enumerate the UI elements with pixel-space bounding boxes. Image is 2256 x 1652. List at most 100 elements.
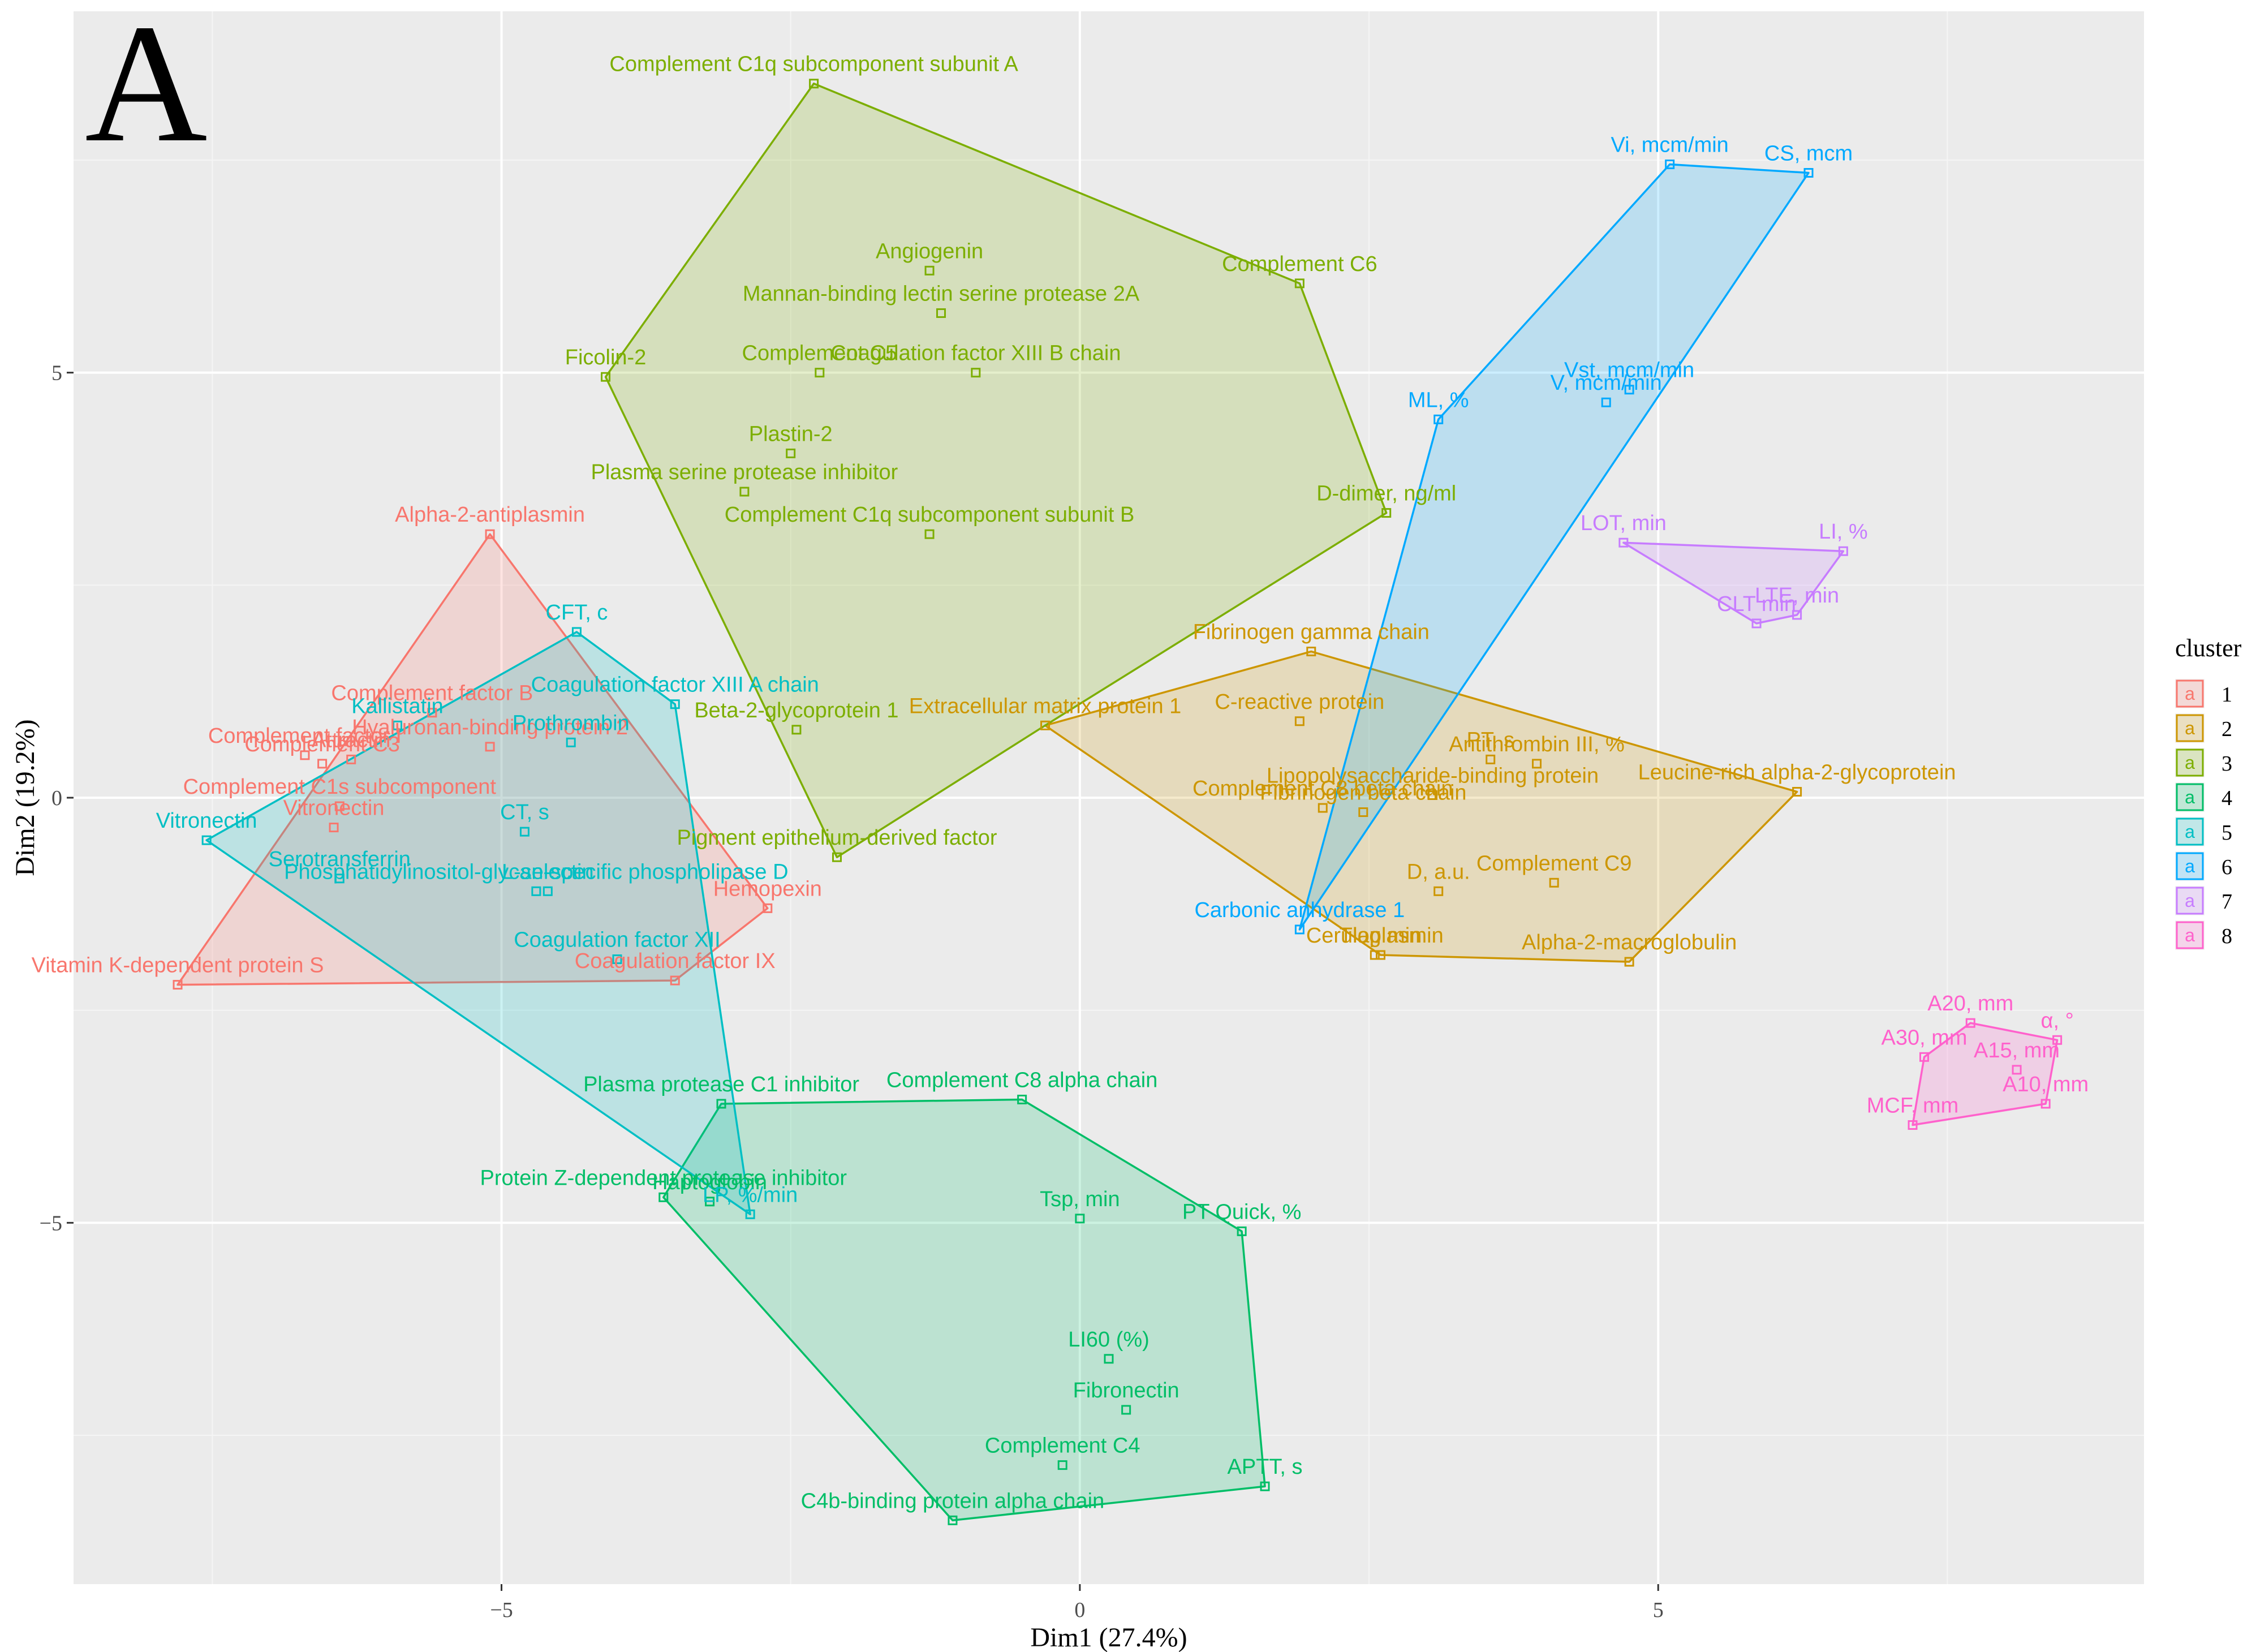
point-cluster-2-ceruloplasmin [1370,950,1380,960]
hull-cluster-6 [1298,163,1810,931]
legend-key-glyph: a [2185,890,2195,911]
label-cluster-1-coagulation-factor-ix: Coagulation factor IX [575,949,776,973]
label-cluster-4-fibronectin: Fibronectin [1073,1379,1179,1403]
legend-key-background [2175,782,2205,812]
legend-key-swatch [2176,818,2204,846]
legend-label: 7 [2221,890,2232,914]
label-cluster-8-a10-mm: A10, mm [2003,1073,2089,1096]
point-cluster-1-hemopexin [763,903,773,913]
label-cluster-2-leucine-rich-alpha-2-glycoprotein: Leucine-rich alpha-2-glycoprotein [1638,760,1956,784]
label-cluster-4-aptt-s: APTT, s [1228,1455,1303,1479]
point-cluster-8-mcf-mm [1908,1120,1918,1130]
x-tick-label: −5 [490,1598,513,1622]
label-cluster-8-a30-mm: A30, mm [1881,1026,1967,1049]
legend-key-background [2175,886,2205,915]
point-cluster-4-haptoglobin [705,1197,715,1207]
point-cluster-5-l-selectin [543,886,553,896]
y-tick-label: 5 [51,362,62,385]
legend-key-glyph: a [2185,752,2195,773]
label-cluster-1-alpha-2-antiplasmin: Alpha-2-antiplasmin [395,503,585,527]
hull-cluster-5 [205,631,751,1216]
point-cluster-2-complement-c8-beta-chain [1318,803,1328,813]
legend-key-background [2175,851,2205,881]
legend-label: 5 [2221,821,2232,845]
point-cluster-8-a15-mm [2012,1065,2022,1075]
label-cluster-4-plasma-protease-c1-inhibitor: Plasma protease C1 inhibitor [583,1073,859,1096]
point-cluster-6-cs-mcm [1803,168,1814,178]
label-cluster-4-complement-c8-alpha-chain: Complement C8 alpha chain [886,1068,1158,1092]
point-cluster-7-li [1838,546,1848,556]
label-cluster-2-ceruloplasmin: Ceruloplasmin [1306,924,1444,948]
label-cluster-3-plastin-2: Plastin-2 [749,422,833,446]
hull-cluster-3 [604,82,1388,858]
point-cluster-5-cft-c [571,627,582,637]
point-cluster-5-coagulation-factor-xiii-a-chain [670,699,680,709]
label-cluster-8-item: α, ° [2041,1009,2074,1032]
point-cluster-2-fibrinogen-beta-chain [1358,807,1368,818]
label-cluster-2-tlag-min: Tlag min [1340,924,1422,948]
point-cluster-6-vst-mcm-min [1624,385,1634,395]
legend-key-swatch [2176,679,2204,708]
point-cluster-8-a10-mm [2040,1099,2051,1109]
point-cluster-4-fibronectin [1121,1405,1131,1415]
label-cluster-3-coagulation-factor-xiii-b-chain: Coagulation factor XIII B chain [830,342,1121,365]
label-cluster-2-antithrombin-iii: Antithrombin III, % [1449,733,1624,756]
label-cluster-3-complement-c6: Complement C6 [1222,252,1377,276]
point-cluster-2-fibrinogen-gamma-chain [1306,647,1316,657]
point-cluster-4-aptt-s [1260,1481,1270,1491]
label-cluster-3-complement-c1q-subcomponent-subunit-a: Complement C1q subcomponent subunit A [609,53,1018,76]
point-cluster-6-carbonic-anhydrase-1 [1294,924,1304,935]
legend-key-swatch [2176,714,2204,742]
legend-key-glyph: a [2185,718,2195,738]
point-cluster-3-plastin-2 [786,448,796,458]
label-cluster-1-attractin: Attractin [312,728,390,752]
legend-label: 8 [2221,924,2232,948]
legend-key-glyph: a [2185,683,2195,704]
label-cluster-5-cft-c: CFT, c [546,601,608,625]
label-cluster-5-ct-s: CT, s [500,801,549,824]
label-cluster-1-vitamin-k-dependent-protein-s: Vitamin K-dependent protein S [32,954,324,978]
legend-key-background [2175,817,2205,846]
label-cluster-1-complement-c1s-subcomponent: Complement C1s subcomponent [183,775,497,799]
label-cluster-3-angiogenin: Angiogenin [876,239,983,263]
label-cluster-5-phosphatidylinositol-glycan-specific-phospholipase-d: Phosphatidylinositol-glycan-specific pho… [284,860,788,884]
label-cluster-6-carbonic-anhydrase-1: Carbonic anhydrase 1 [1194,898,1405,922]
label-cluster-3-mannan-binding-lectin-serine-protease-2a: Mannan-binding lectin serine protease 2A [743,282,1140,306]
label-cluster-3-pigment-epithelium-derived-factor: Pigment epithelium-derived factor [677,826,997,850]
label-cluster-5-lp-min: LP, %/min [703,1183,798,1207]
point-cluster-2-antithrombin-iii [1532,759,1542,769]
point-cluster-3-mannan-binding-lectin-serine-protease-2a [936,308,946,318]
label-cluster-4-tsp-min: Tsp, min [1040,1188,1120,1211]
label-cluster-3-plasma-serine-protease-inhibitor: Plasma serine protease inhibitor [591,461,898,484]
x-tick-label: 5 [1653,1598,1664,1622]
legend-key-glyph: a [2185,925,2195,945]
legend-key-glyph: a [2185,856,2195,876]
data-points [173,79,2063,1525]
hull-cluster-1 [176,533,769,986]
label-cluster-1-vitronectin: Vitronectin [283,797,385,820]
legend-key-background [2175,748,2205,777]
point-cluster-5-kallistatin [393,720,403,730]
hull-cluster-8 [1911,1022,2059,1126]
label-cluster-2-fibrinogen-gamma-chain: Fibrinogen gamma chain [1193,621,1430,644]
label-cluster-2-complement-c9: Complement C9 [1476,851,1632,875]
label-cluster-3-beta-2-glycoprotein-1: Beta-2-glycoprotein 1 [694,699,898,722]
point-cluster-5-vitronectin [201,835,212,845]
point-cluster-4-protein-z-dependent-protease-inhibitor [658,1192,669,1202]
point-cluster-2-pt-s [1486,754,1496,764]
point-cluster-1-complement-factor-b [427,708,437,718]
label-cluster-2-d-a-u: D, a.u. [1407,860,1470,884]
point-cluster-5-phosphatidylinositol-glycan-specific-phospholipase-d [531,886,541,896]
label-cluster-7-lte-min: LTE, min [1755,584,1839,608]
point-cluster-3-pigment-epithelium-derived-factor [832,852,842,862]
label-cluster-2-alpha-2-macroglobulin: Alpha-2-macroglobulin [1522,931,1737,954]
point-cluster-3-d-dimer-ng-ml [1381,508,1392,518]
point-cluster-2-d-a-u [1433,886,1444,896]
